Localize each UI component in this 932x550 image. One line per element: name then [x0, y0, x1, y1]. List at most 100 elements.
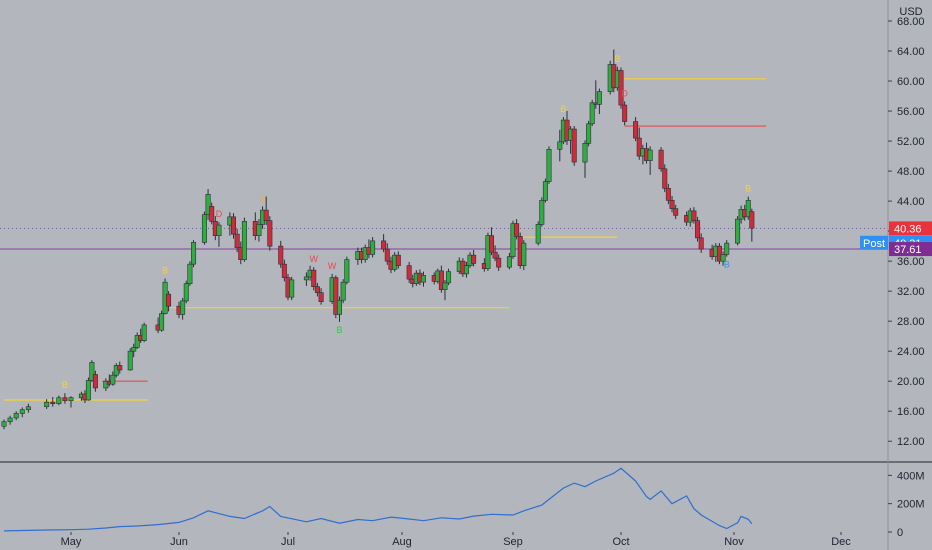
candle[interactable] — [205, 189, 211, 220]
candle[interactable] — [191, 240, 197, 268]
candle[interactable] — [19, 407, 25, 418]
candle[interactable] — [289, 276, 295, 301]
candle[interactable] — [406, 261, 412, 283]
candle[interactable] — [25, 403, 31, 413]
candle[interactable] — [127, 348, 133, 371]
candle[interactable] — [231, 213, 237, 239]
candle[interactable] — [492, 245, 498, 262]
y-tick-label: 64.00 — [897, 46, 925, 58]
candle[interactable] — [496, 254, 502, 271]
candle[interactable] — [557, 129, 563, 162]
candle[interactable] — [263, 196, 269, 226]
candle[interactable] — [665, 183, 671, 205]
candle[interactable] — [420, 271, 426, 287]
candle[interactable] — [131, 343, 137, 358]
candle[interactable] — [669, 195, 675, 213]
candle[interactable] — [311, 267, 317, 291]
candle[interactable] — [13, 411, 19, 421]
candle[interactable] — [395, 251, 401, 269]
candle[interactable] — [340, 279, 346, 304]
candle[interactable] — [673, 204, 679, 220]
candle[interactable] — [256, 219, 262, 242]
candle[interactable] — [471, 249, 477, 267]
candle[interactable] — [50, 396, 56, 407]
candle[interactable] — [510, 220, 516, 259]
candle[interactable] — [183, 280, 189, 304]
candle[interactable] — [506, 252, 512, 270]
candle[interactable] — [7, 415, 13, 425]
candle[interactable] — [344, 256, 350, 285]
candle[interactable] — [381, 234, 387, 253]
candle[interactable] — [724, 240, 730, 257]
candle[interactable] — [446, 268, 452, 286]
candle[interactable] — [333, 275, 339, 319]
candle[interactable] — [44, 399, 50, 409]
candle[interactable] — [636, 127, 642, 160]
candle[interactable] — [134, 332, 140, 349]
candle[interactable] — [180, 297, 186, 320]
candle[interactable] — [716, 243, 722, 265]
candle[interactable] — [113, 363, 119, 378]
candle[interactable] — [56, 395, 62, 406]
candle[interactable] — [68, 396, 74, 408]
candle[interactable] — [720, 251, 726, 266]
candle[interactable] — [571, 126, 577, 166]
candle[interactable] — [546, 146, 552, 184]
candle[interactable] — [318, 288, 324, 305]
candle[interactable] — [278, 240, 284, 268]
candle[interactable] — [695, 216, 701, 242]
candle[interactable] — [281, 259, 287, 282]
candle[interactable] — [267, 216, 273, 251]
candle[interactable] — [658, 147, 664, 172]
candle[interactable] — [159, 310, 165, 332]
candle[interactable] — [442, 279, 448, 301]
candle[interactable] — [110, 371, 116, 386]
candle[interactable] — [234, 228, 240, 253]
candle[interactable] — [241, 217, 247, 262]
candle-body-down — [438, 270, 444, 290]
candle[interactable] — [209, 202, 215, 225]
candle[interactable] — [166, 291, 172, 312]
candle[interactable] — [735, 216, 741, 246]
candle[interactable] — [117, 361, 123, 374]
candle[interactable] — [89, 360, 95, 382]
candle[interactable] — [622, 101, 628, 126]
candle[interactable] — [618, 67, 624, 109]
candle[interactable] — [535, 221, 541, 246]
candle[interactable] — [187, 261, 193, 286]
candle[interactable] — [586, 120, 592, 147]
candle[interactable] — [314, 282, 320, 297]
candle[interactable] — [698, 233, 704, 253]
candle[interactable] — [438, 265, 444, 293]
candle[interactable] — [521, 240, 527, 271]
candle[interactable] — [141, 322, 147, 343]
signal-marker: B — [162, 265, 168, 275]
candle[interactable] — [463, 261, 469, 278]
candle[interactable] — [749, 208, 755, 242]
candle[interactable] — [662, 164, 668, 193]
candle[interactable] — [92, 370, 98, 392]
candle[interactable] — [62, 393, 68, 404]
candle[interactable] — [384, 243, 390, 265]
candle[interactable] — [336, 296, 342, 322]
candle[interactable] — [489, 227, 495, 256]
candle[interactable] — [647, 146, 653, 175]
candle[interactable] — [1, 419, 7, 430]
candle[interactable] — [691, 207, 697, 224]
candle[interactable] — [633, 117, 639, 142]
candle[interactable] — [745, 196, 751, 220]
candle[interactable] — [370, 237, 376, 258]
candle[interactable] — [216, 222, 222, 247]
candle[interactable] — [596, 88, 602, 115]
candle[interactable] — [201, 211, 207, 245]
candle[interactable] — [542, 178, 548, 203]
candle[interactable] — [103, 378, 109, 391]
candle[interactable] — [589, 99, 595, 127]
candle[interactable] — [582, 140, 588, 178]
candle[interactable] — [539, 197, 545, 227]
candle-body-up — [19, 409, 25, 414]
candle[interactable] — [514, 219, 520, 240]
candle[interactable] — [303, 272, 309, 286]
candle[interactable] — [85, 377, 91, 401]
